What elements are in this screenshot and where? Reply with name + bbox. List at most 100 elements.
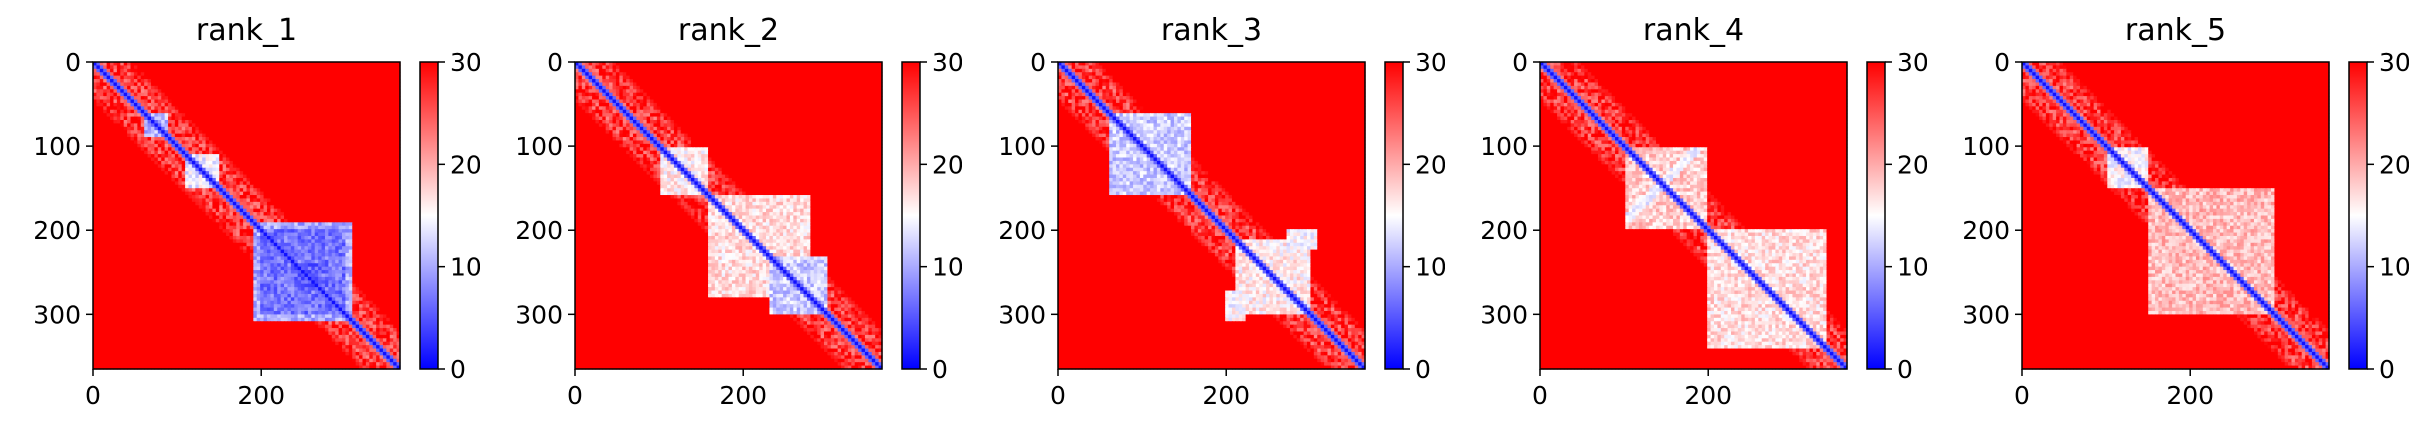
heatmap-cell bbox=[352, 235, 357, 240]
heatmap-cell bbox=[318, 195, 323, 200]
heatmap-cell bbox=[345, 188, 350, 193]
heatmap-cell bbox=[331, 85, 336, 90]
heatmap-cell bbox=[256, 85, 261, 90]
heatmap-cell bbox=[359, 75, 364, 80]
heatmap-cell bbox=[113, 157, 118, 162]
heatmap-cell bbox=[273, 154, 278, 159]
heatmap-cell bbox=[93, 246, 98, 251]
heatmap-cell bbox=[150, 123, 155, 128]
heatmap-cell bbox=[198, 123, 203, 128]
heatmap-cell bbox=[96, 160, 101, 165]
heatmap-cell bbox=[215, 68, 220, 73]
heatmap-cell bbox=[284, 65, 289, 70]
heatmap-cell bbox=[110, 184, 115, 189]
heatmap-cell bbox=[215, 205, 220, 210]
heatmap-cell bbox=[120, 246, 125, 251]
heatmap-cell bbox=[103, 154, 108, 159]
heatmap-cell bbox=[185, 85, 190, 90]
heatmap-cell bbox=[376, 119, 381, 124]
heatmap-cell bbox=[229, 96, 234, 101]
heatmap-cell bbox=[168, 205, 173, 210]
heatmap-cell bbox=[147, 191, 152, 196]
heatmap-cell bbox=[345, 92, 350, 97]
heatmap-cell bbox=[99, 198, 104, 203]
heatmap-cell bbox=[161, 174, 166, 179]
heatmap-cell bbox=[130, 99, 135, 104]
heatmap-cell bbox=[318, 246, 323, 251]
heatmap-cell bbox=[246, 191, 251, 196]
heatmap-cell bbox=[147, 205, 152, 210]
heatmap-cell bbox=[157, 126, 162, 131]
heatmap-cell bbox=[338, 99, 343, 104]
heatmap-cell bbox=[103, 225, 108, 230]
heatmap-cell bbox=[185, 181, 190, 186]
heatmap-cell bbox=[256, 208, 261, 213]
heatmap-cell bbox=[280, 222, 285, 227]
heatmap-cell bbox=[93, 208, 98, 213]
heatmap-cell bbox=[150, 160, 155, 165]
heatmap-cell bbox=[168, 157, 173, 162]
heatmap-cell bbox=[393, 242, 398, 247]
heatmap-cell bbox=[120, 249, 125, 254]
heatmap-cell bbox=[239, 126, 244, 131]
heatmap-cell bbox=[202, 85, 207, 90]
heatmap-cell bbox=[396, 72, 401, 77]
heatmap-cell bbox=[260, 174, 265, 179]
heatmap-cell bbox=[137, 62, 142, 67]
heatmap-cell bbox=[236, 113, 241, 118]
heatmap-cell bbox=[205, 140, 210, 145]
heatmap-cell bbox=[161, 205, 166, 210]
heatmap-cell bbox=[379, 195, 384, 200]
heatmap-cell bbox=[331, 164, 336, 169]
heatmap-cell bbox=[266, 113, 271, 118]
heatmap-cell bbox=[171, 177, 176, 182]
heatmap-cell bbox=[355, 212, 360, 217]
heatmap-cell bbox=[133, 119, 138, 124]
heatmap-cell bbox=[130, 79, 135, 84]
heatmap-cell bbox=[294, 147, 299, 152]
heatmap-cell bbox=[297, 212, 302, 217]
heatmap-cell bbox=[393, 92, 398, 97]
heatmap-cell bbox=[178, 72, 183, 77]
heatmap-cell bbox=[376, 212, 381, 217]
heatmap-cell bbox=[243, 133, 248, 138]
heatmap-cell bbox=[328, 72, 333, 77]
heatmap-cell bbox=[314, 191, 319, 196]
heatmap-cell bbox=[140, 208, 145, 213]
heatmap-cell bbox=[359, 167, 364, 172]
heatmap-cell bbox=[318, 75, 323, 80]
heatmap-cell bbox=[219, 113, 224, 118]
heatmap-cell bbox=[222, 232, 227, 237]
heatmap-cell bbox=[174, 68, 179, 73]
heatmap-cell bbox=[168, 113, 173, 118]
heatmap-cell bbox=[355, 147, 360, 152]
heatmap-cell bbox=[178, 177, 183, 182]
heatmap-cell bbox=[386, 181, 391, 186]
heatmap-cell bbox=[161, 164, 166, 169]
heatmap-cell bbox=[123, 123, 128, 128]
heatmap-cell bbox=[335, 235, 340, 240]
heatmap-cell bbox=[342, 212, 347, 217]
heatmap-cell bbox=[382, 229, 387, 234]
heatmap-cell bbox=[369, 82, 374, 87]
heatmap-cell bbox=[301, 65, 306, 70]
heatmap-cell bbox=[185, 79, 190, 84]
heatmap-cell bbox=[287, 119, 292, 124]
heatmap-cell bbox=[396, 232, 401, 237]
heatmap-cell bbox=[328, 99, 333, 104]
heatmap-cell bbox=[359, 218, 364, 223]
heatmap-cell bbox=[215, 177, 220, 182]
heatmap-cell bbox=[362, 208, 367, 213]
heatmap-cell bbox=[147, 229, 152, 234]
heatmap-cell bbox=[328, 68, 333, 73]
heatmap-cell bbox=[280, 208, 285, 213]
heatmap-cell bbox=[174, 102, 179, 107]
heatmap-cell bbox=[110, 215, 115, 220]
heatmap-cell bbox=[260, 218, 265, 223]
heatmap-cell bbox=[379, 167, 384, 172]
heatmap-cell bbox=[99, 154, 104, 159]
heatmap-cell bbox=[188, 154, 193, 159]
heatmap-cell bbox=[338, 222, 343, 227]
heatmap-cell bbox=[154, 225, 159, 230]
heatmap-cell bbox=[195, 75, 200, 80]
